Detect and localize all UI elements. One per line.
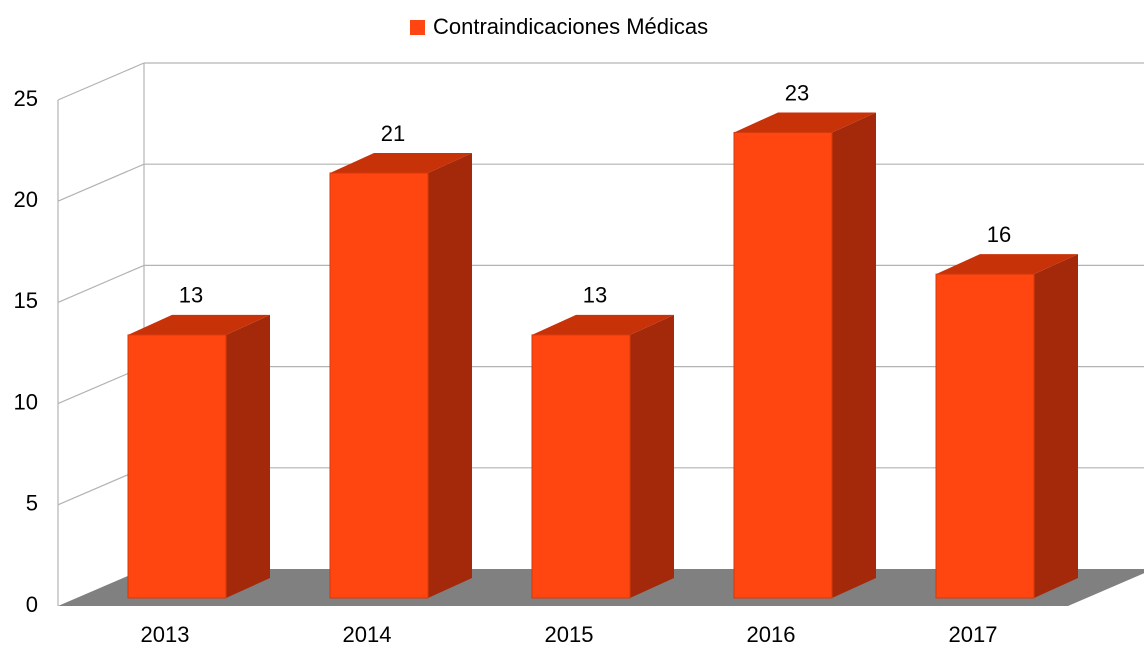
bar [127, 334, 227, 599]
bar-side [226, 314, 270, 598]
bar-side [832, 112, 876, 598]
y-tick-label: 10 [14, 389, 38, 414]
x-tick-label: 2016 [747, 622, 796, 647]
data-label: 21 [381, 121, 405, 146]
x-tick-label: 2013 [141, 622, 190, 647]
grid-line [57, 264, 145, 303]
data-label: 13 [179, 283, 203, 308]
bar-top [936, 254, 1078, 275]
grid-line [57, 62, 145, 101]
x-tick-label: 2014 [343, 622, 392, 647]
data-label: 13 [583, 283, 607, 308]
bar-side [1034, 254, 1078, 598]
x-tick-label: 2017 [949, 622, 998, 647]
x-tick-label: 2015 [545, 622, 594, 647]
legend-label: Contraindicaciones Médicas [433, 14, 708, 39]
y-tick-label: 25 [14, 86, 38, 111]
grid-line [57, 163, 145, 202]
bar-side [630, 314, 674, 598]
bar [329, 172, 429, 599]
y-tick-label: 20 [14, 187, 38, 212]
legend-swatch [410, 20, 425, 35]
bar-top [128, 314, 270, 335]
bar-top [734, 112, 876, 133]
bar [733, 131, 833, 599]
bar-top [330, 152, 472, 173]
data-label: 16 [987, 222, 1011, 247]
y-tick-label: 0 [26, 592, 38, 617]
y-tick-label: 5 [26, 491, 38, 516]
bar-top [532, 314, 674, 335]
bar [935, 273, 1035, 599]
bar [531, 334, 631, 599]
data-label: 23 [785, 80, 809, 105]
y-tick-label: 15 [14, 288, 38, 313]
bar-side [428, 152, 472, 598]
